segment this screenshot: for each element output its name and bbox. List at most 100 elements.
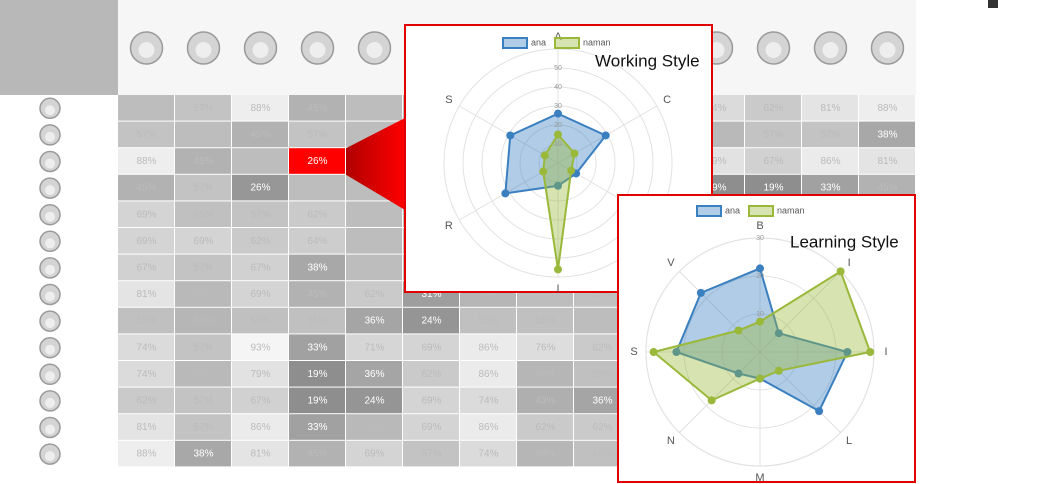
data-point — [541, 151, 549, 159]
r-tick-label: 50 — [554, 65, 562, 72]
cell-label: 57% — [763, 130, 783, 141]
cell-label: 55% — [592, 449, 612, 460]
cell-label: 55% — [535, 316, 555, 327]
cell-label: 26% — [307, 156, 327, 167]
empty-cell — [346, 255, 402, 281]
cell-label: 45% — [193, 156, 213, 167]
cell-label: 55% — [592, 369, 612, 380]
data-point — [539, 168, 547, 176]
cell-label: 57% — [307, 130, 327, 141]
data-point — [554, 131, 562, 139]
cell-label: 33% — [307, 422, 327, 433]
legend-swatch — [555, 38, 579, 48]
data-point — [697, 289, 705, 297]
cell-label: 55% — [193, 209, 213, 220]
empty-cell — [346, 201, 402, 227]
cell-label: 24% — [421, 316, 441, 327]
cell-label: 55% — [250, 316, 270, 327]
cell-label: 67% — [250, 263, 270, 274]
data-point — [756, 375, 764, 383]
cell-label: 26% — [250, 183, 270, 194]
cell-label: 50% — [193, 369, 213, 380]
cell-label: 88% — [136, 449, 156, 460]
cell-label: 62% — [592, 422, 612, 433]
cell-label: 19% — [763, 183, 783, 194]
cell-label: 55% — [307, 316, 327, 327]
avatar-face — [196, 42, 212, 58]
data-point — [775, 367, 783, 375]
cell-label: 88% — [877, 103, 897, 114]
avatar-face — [45, 159, 55, 169]
avatar-face — [139, 42, 155, 58]
cell-label: 57% — [193, 263, 213, 274]
empty-cell — [175, 122, 231, 148]
axis-label: M — [755, 472, 764, 484]
cell-label: 69% — [364, 449, 384, 460]
cell-label: 86% — [820, 156, 840, 167]
cell-label: 36% — [364, 316, 384, 327]
cell-label: 74% — [478, 396, 498, 407]
avatar-face — [45, 398, 55, 408]
corner-icon — [988, 0, 998, 8]
r-tick-label: 10 — [554, 141, 562, 148]
empty-cell — [289, 175, 345, 201]
data-point — [756, 318, 764, 326]
cell-label: 38% — [877, 130, 897, 141]
r-tick-label: 30 — [756, 235, 764, 242]
avatar-face — [766, 42, 782, 58]
cell-label: 69% — [136, 236, 156, 247]
data-point — [567, 167, 575, 175]
cell-label: 36% — [364, 369, 384, 380]
avatar-face — [45, 212, 55, 222]
avatar-face — [253, 42, 269, 58]
cell-label: 67% — [763, 156, 783, 167]
legend-swatch — [503, 38, 527, 48]
axis-label: L — [846, 435, 852, 447]
axis-label: B — [756, 220, 763, 232]
cell-label: 88% — [250, 103, 270, 114]
cell-label: 48% — [535, 369, 555, 380]
cell-label: 62% — [364, 289, 384, 300]
data-point — [506, 131, 514, 139]
avatar-face — [45, 371, 55, 381]
cell-label: 62% — [307, 209, 327, 220]
cell-label: 76% — [535, 342, 555, 353]
data-point — [650, 348, 658, 356]
cell-label: 24% — [364, 396, 384, 407]
empty-cell — [346, 228, 402, 254]
cell-label: 71% — [364, 342, 384, 353]
axis-label: C — [663, 94, 671, 106]
cell-label: 62% — [592, 342, 612, 353]
r-tick-label: 30 — [554, 103, 562, 110]
r-tick-label: 20 — [554, 122, 562, 129]
avatar-face — [45, 132, 55, 142]
cell-label: 93% — [250, 342, 270, 353]
cell-label: 67% — [136, 263, 156, 274]
data-point — [866, 348, 874, 356]
cell-label: 48% — [535, 449, 555, 460]
cell-label: 57% — [193, 183, 213, 194]
data-point — [570, 150, 578, 158]
legend-swatch — [749, 206, 773, 216]
cell-label: 86% — [250, 422, 270, 433]
avatar-face — [45, 318, 55, 328]
cell-label: 62% — [763, 103, 783, 114]
axis-label: S — [445, 94, 452, 106]
legend-label: naman — [583, 37, 611, 47]
data-point — [837, 267, 845, 275]
legend-label: ana — [531, 37, 546, 47]
cell-label: 57% — [193, 422, 213, 433]
data-point — [501, 189, 509, 197]
cell-label: 57% — [193, 396, 213, 407]
avatar-face — [45, 345, 55, 355]
cell-label: 62% — [250, 236, 270, 247]
legend-swatch — [697, 206, 721, 216]
cell-label: 45% — [250, 130, 270, 141]
cell-label: 45% — [307, 289, 327, 300]
avatar-face — [823, 42, 839, 58]
cell-label: 50% — [193, 289, 213, 300]
cell-label: 57% — [136, 130, 156, 141]
avatar-face — [45, 238, 55, 248]
cell-label: 57% — [820, 130, 840, 141]
cell-label: 38% — [193, 449, 213, 460]
